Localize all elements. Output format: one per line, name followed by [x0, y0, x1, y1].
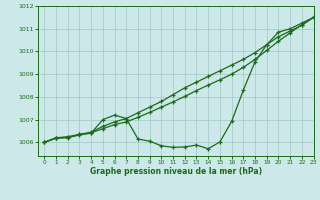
X-axis label: Graphe pression niveau de la mer (hPa): Graphe pression niveau de la mer (hPa) [90, 167, 262, 176]
